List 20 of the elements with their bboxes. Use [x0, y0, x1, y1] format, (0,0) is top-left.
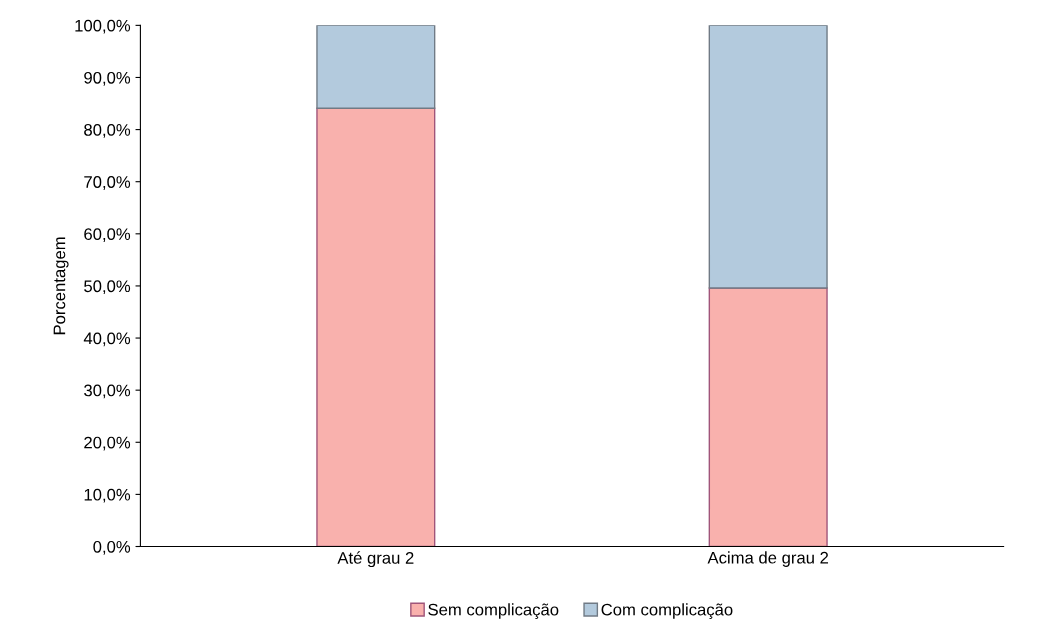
y-tick-label: 80,0% [84, 123, 131, 138]
bar [708, 287, 828, 547]
bar [316, 25, 436, 109]
x-tick-label: Até grau 2 [337, 551, 414, 568]
y-tick-label: 50,0% [84, 280, 131, 295]
legend-label: Com complicação [601, 603, 733, 619]
y-tick-label: 20,0% [84, 436, 131, 451]
y-axis-title: Porcentagem [53, 237, 69, 335]
y-tick-label: 0,0% [93, 540, 131, 555]
y-tick-label: 40,0% [83, 332, 131, 347]
y-tick-label: 30,0% [84, 384, 131, 399]
legend-label: Sem complicação [428, 603, 559, 619]
y-tick-label: 10,0% [84, 488, 131, 503]
y-tick-label: 70,0% [84, 176, 131, 190]
bar [708, 25, 828, 289]
y-tick-label: 60,0% [84, 228, 131, 242]
y-tick-label: 100,0% [75, 19, 131, 34]
y-tick-label: 90,0% [84, 71, 131, 86]
bar [316, 107, 436, 547]
x-tick-label: Acima de grau 2 [707, 551, 829, 567]
